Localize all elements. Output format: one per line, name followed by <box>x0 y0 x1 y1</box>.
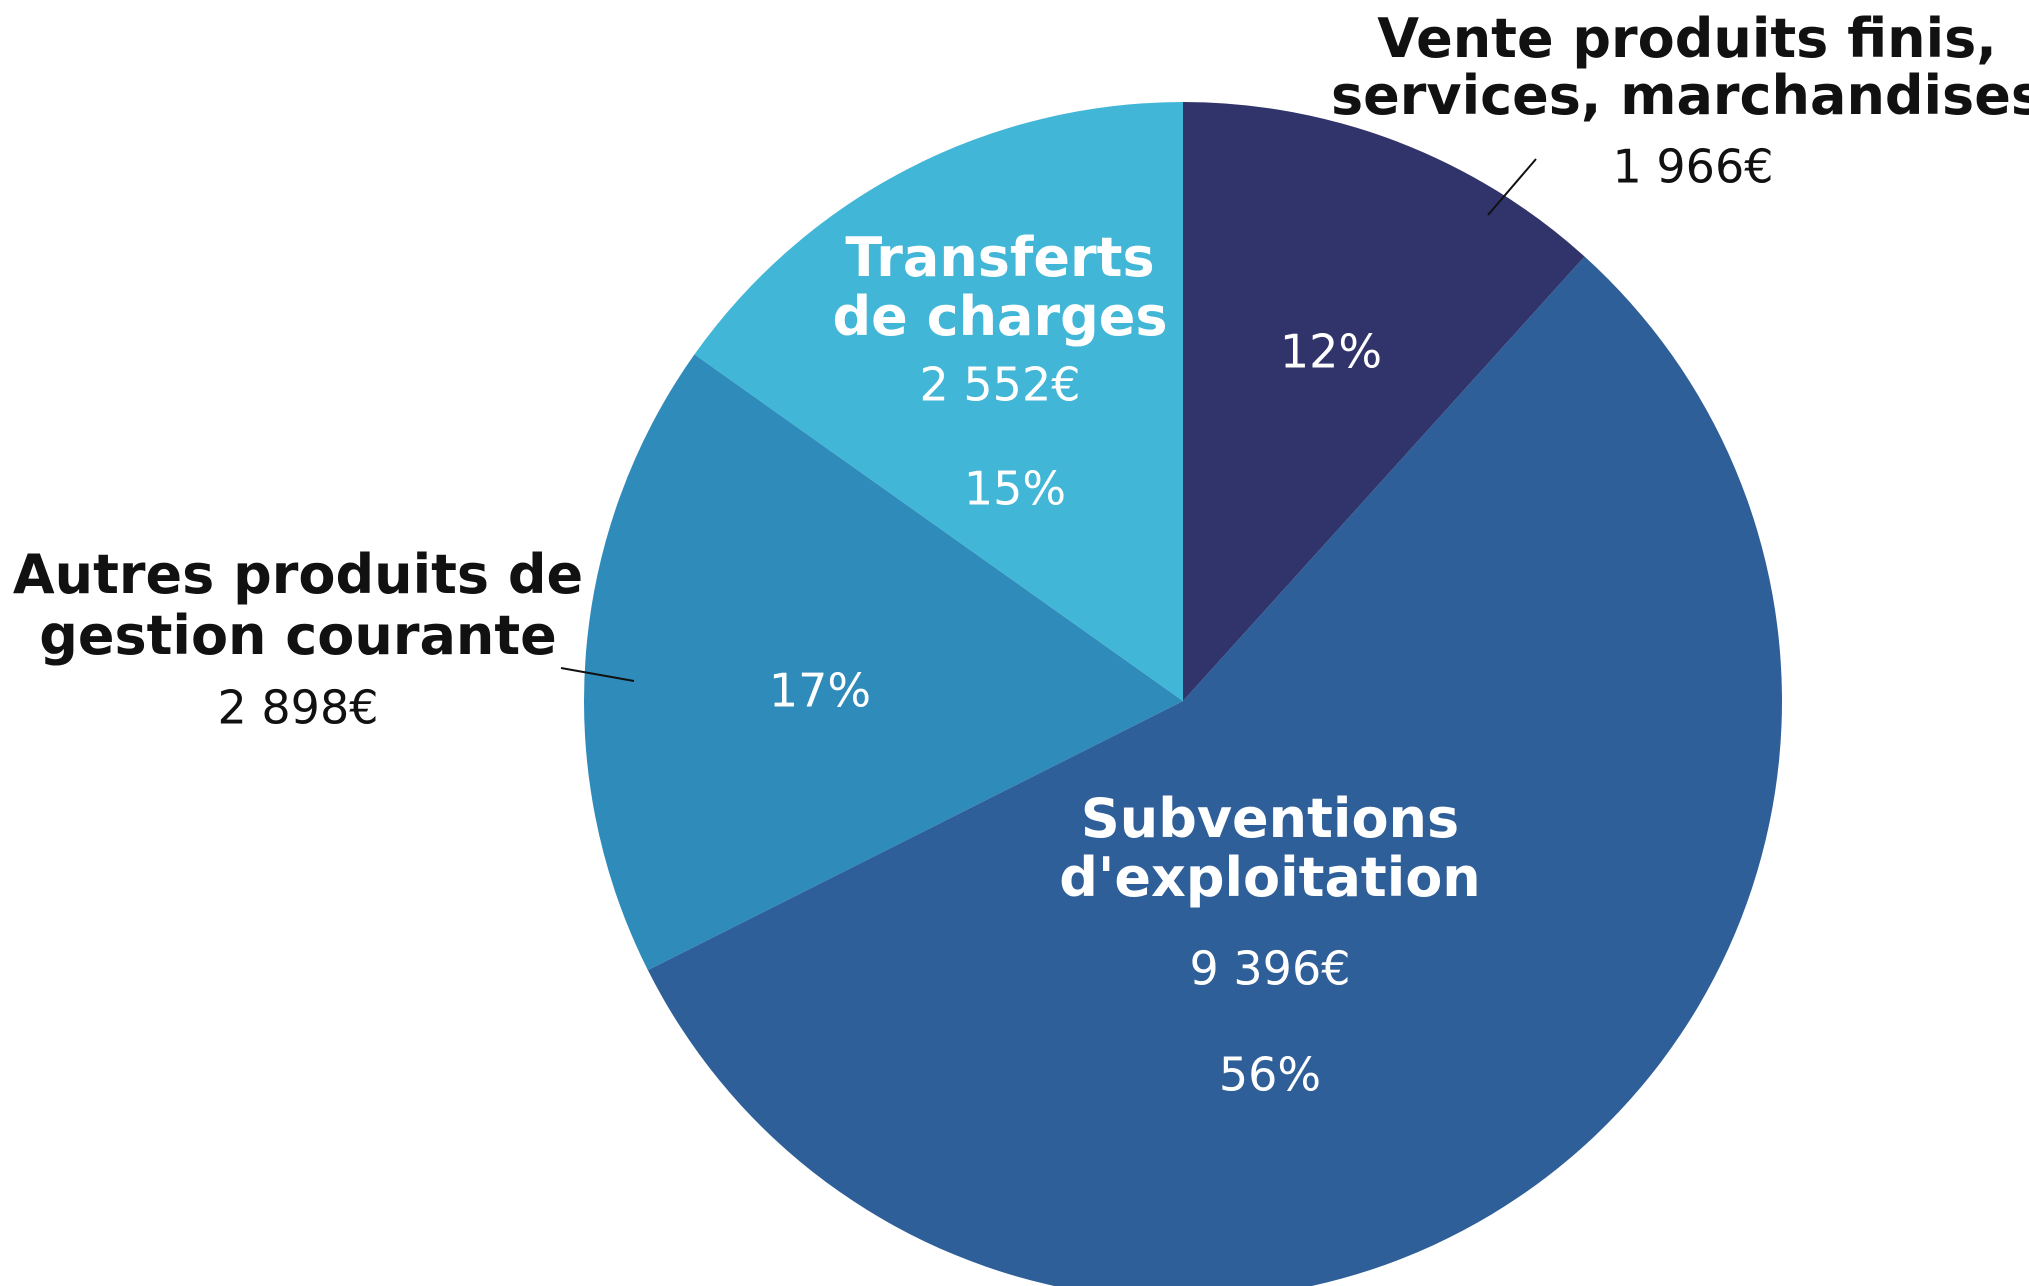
pie-slice <box>694 102 1183 701</box>
percent-label: 15% <box>964 462 1066 516</box>
leader-line <box>560 667 635 682</box>
slice-label: Vente produits finis, services, marchandi… <box>1331 7 2029 127</box>
value-label: 1 966€ <box>1613 140 1774 194</box>
slice-label: Transferts de charges <box>832 226 1167 348</box>
pie-slice <box>1183 102 1585 701</box>
value-label: 9 396€ <box>1190 942 1351 996</box>
percent-label: 12% <box>1280 325 1382 379</box>
percent-label: 17% <box>769 664 871 718</box>
value-label: 2 898€ <box>218 681 379 735</box>
pie-slice <box>647 256 1782 1286</box>
percent-label: 56% <box>1219 1048 1321 1102</box>
leader-line <box>1487 158 1537 216</box>
value-label: 2 552€ <box>920 358 1081 412</box>
pie-slice <box>584 354 1183 971</box>
slice-label: Autres produits de gestion courante <box>13 543 583 667</box>
slice-label: Subventions d'exploitation <box>1059 787 1481 909</box>
